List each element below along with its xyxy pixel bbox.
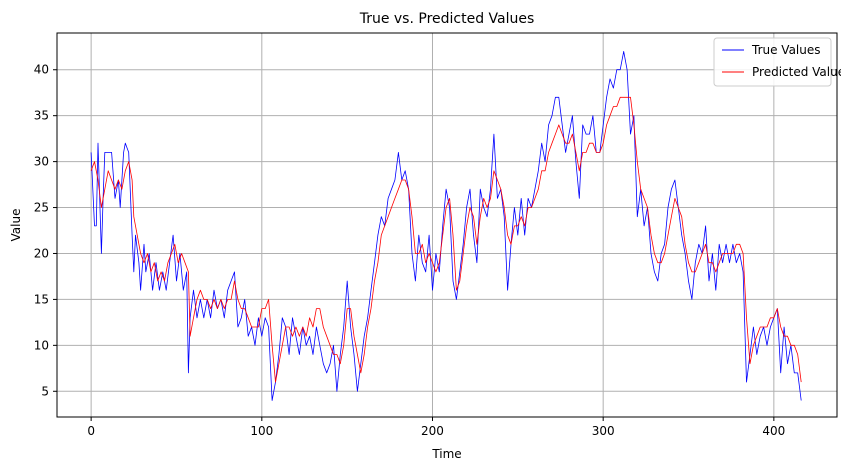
y-tick-label: 30	[34, 155, 49, 169]
x-tick-label: 300	[592, 424, 615, 438]
plot-frame	[56, 32, 838, 418]
series-layer	[90, 51, 802, 401]
x-axis-title: Time	[431, 447, 461, 461]
y-tick-label: 25	[34, 201, 49, 215]
ticks: 0 100 200 300 400 5 10 15 20 25 30 35 40	[34, 63, 786, 438]
legend-label-predicted-values: Predicted Values	[752, 65, 841, 79]
y-axis-title: Value	[9, 209, 23, 242]
legend: True Values Predicted Values	[713, 37, 841, 87]
y-tick-label: 35	[34, 109, 49, 123]
y-tick-label: 20	[34, 246, 49, 260]
series-line-predicted-values	[90, 96, 802, 383]
y-tick-label: 10	[34, 338, 49, 352]
x-tick-label: 0	[87, 424, 95, 438]
x-tick-label: 400	[762, 424, 785, 438]
y-tick-label: 40	[34, 63, 49, 77]
x-tick-label: 200	[421, 424, 444, 438]
series-line-true-values	[90, 51, 802, 401]
x-tick-label: 100	[250, 424, 273, 438]
y-tick-label: 15	[34, 292, 49, 306]
chart-title: True vs. Predicted Values	[359, 11, 535, 27]
legend-label-true-values: True Values	[751, 43, 821, 57]
y-tick-label: 5	[41, 384, 49, 398]
grid	[57, 33, 837, 417]
